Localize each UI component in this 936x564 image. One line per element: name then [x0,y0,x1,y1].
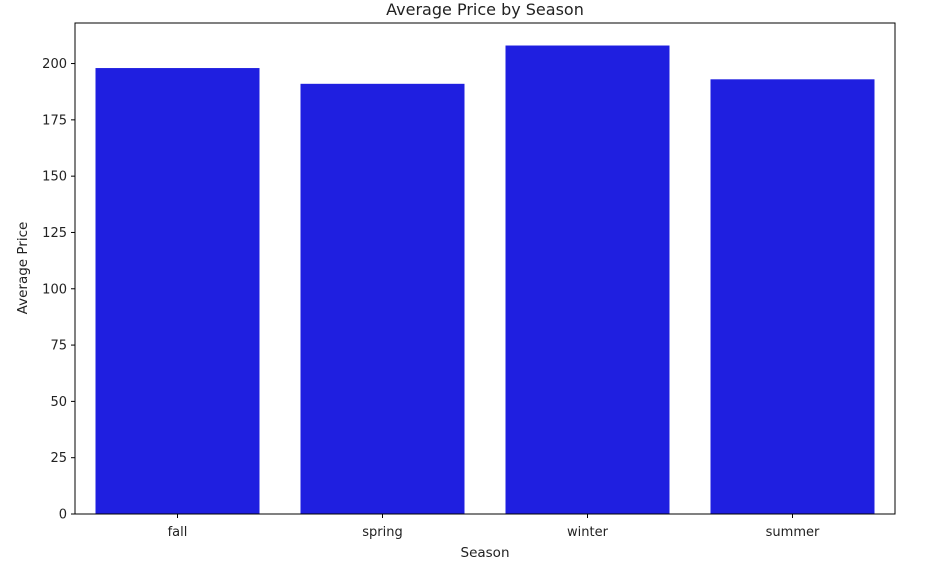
y-tick-label: 100 [42,282,67,297]
y-tick-label: 125 [42,226,67,241]
y-tick-label: 200 [42,57,67,72]
x-tick-label: spring [362,525,402,540]
x-tick-label: winter [567,525,609,540]
y-axis-label: Average Price [15,222,31,315]
bar-fall [95,68,260,515]
x-axis-label: Season [461,545,510,561]
chart-title: Average Price by Season [386,0,584,19]
y-tick-label: 175 [42,113,67,128]
bar-summer [710,79,875,514]
bars-group [95,45,875,515]
y-tick-label: 0 [59,508,67,523]
y-axis: 0 25 50 75 100 125 150 175 200 [42,57,75,523]
bar-winter [505,45,670,515]
y-tick-label: 75 [50,339,67,354]
plot-frame [74,22,896,515]
y-tick-label: 50 [50,395,67,410]
x-tick-label: fall [168,525,188,540]
x-tick-label: summer [766,525,820,540]
y-tick-label: 25 [50,451,67,466]
y-tick-label: 150 [42,170,67,185]
bar-spring [300,83,465,514]
x-axis: fall spring winter summer [168,514,820,540]
